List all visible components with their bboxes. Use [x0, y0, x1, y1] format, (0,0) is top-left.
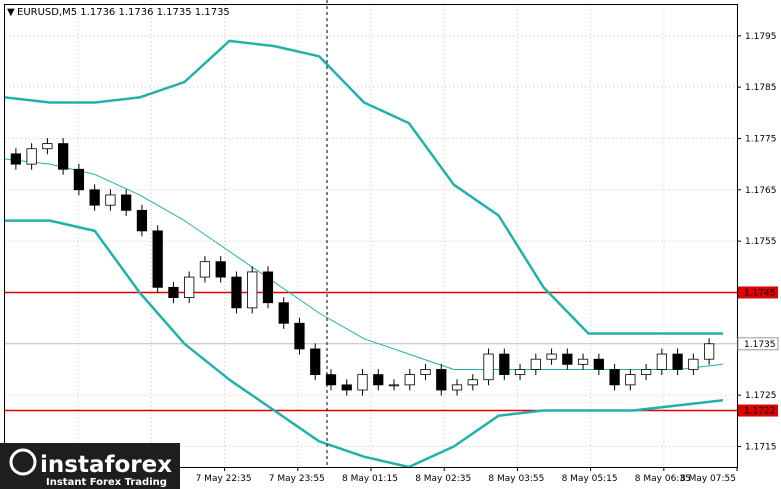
y-tick-label: 1.1765 — [745, 186, 777, 196]
candle-body — [577, 358, 589, 365]
candle-body — [672, 353, 683, 370]
candle-body — [294, 322, 305, 350]
candle-body — [436, 369, 447, 391]
candle-body — [152, 230, 163, 288]
level-price-badge — [738, 286, 778, 299]
y-tick-label: 1.1795 — [745, 32, 777, 42]
candle-body — [404, 374, 415, 386]
candle-body — [278, 302, 289, 324]
header-caret[interactable]: ▼ — [7, 7, 15, 18]
candle-body — [703, 343, 715, 360]
x-tick-label: 8 May 07:55 — [680, 474, 736, 484]
candle-body — [105, 194, 116, 206]
candle-body — [168, 286, 179, 299]
candle-body — [73, 168, 85, 191]
candle-body — [546, 353, 557, 360]
candle-body — [26, 148, 37, 165]
candle-body — [625, 374, 636, 386]
candle-body — [656, 353, 667, 370]
current-price-label: 1.1735 — [744, 340, 776, 350]
candle-body — [42, 143, 53, 150]
candle-body — [121, 194, 132, 211]
candle-body — [184, 276, 195, 299]
level-price-label: 1.1745 — [744, 288, 776, 298]
y-tick-label: 1.1785 — [745, 83, 777, 93]
symbol-header: EURUSD,M5 1.1736 1.1736 1.1735 1.1735 — [17, 7, 230, 18]
candle-body — [609, 369, 620, 386]
lower-band-line — [5, 219, 724, 469]
candles — [10, 138, 715, 396]
candle-body — [325, 374, 337, 386]
x-tick-label: 7 May 22:35 — [196, 474, 252, 484]
upper-band-line — [4, 39, 723, 335]
candle-body — [688, 358, 699, 370]
candle-body — [388, 384, 400, 387]
candle-body — [247, 271, 258, 309]
x-tick-label: 7 May 23:55 — [269, 474, 325, 484]
candle-body — [199, 261, 211, 278]
x-tick-label: 8 May 05:15 — [562, 474, 618, 484]
y-tick-label: 1.1755 — [745, 237, 777, 247]
current-price-badge — [737, 337, 779, 351]
candle-body — [451, 384, 463, 391]
price-labels: 1.1745 1.1722 1.1735 — [737, 286, 779, 417]
candle-body — [593, 358, 604, 370]
y-tick-label: 1.1715 — [745, 442, 777, 452]
candle-body — [10, 153, 22, 165]
candle-body — [310, 348, 321, 375]
candle-body — [136, 209, 148, 232]
candle-body — [499, 353, 510, 376]
x-tick-label: 8 May 06:35 — [635, 474, 691, 484]
candle-body — [562, 353, 573, 365]
candle-body — [467, 379, 478, 386]
candle-body — [58, 143, 69, 170]
candle-body — [640, 369, 652, 376]
x-tick-label: 8 May 03:55 — [488, 474, 544, 484]
logo-icon — [9, 448, 37, 476]
candle-body — [215, 261, 226, 278]
candle-body — [530, 358, 541, 370]
candle-body — [262, 271, 274, 304]
logo-brand: instaforex — [40, 452, 172, 478]
candle-body — [420, 369, 431, 376]
candle-body — [231, 276, 242, 309]
level-price-badge — [738, 404, 778, 417]
logo-tagline: Instant Forex Trading — [46, 477, 167, 488]
y-tick-label: 1.1725 — [745, 391, 777, 401]
price-axis: 1.17951.17851.17751.17651.17551.17251.17… — [737, 32, 777, 452]
candle-body — [514, 369, 526, 376]
instaforex-logo: instaforex Instant Forex Trading — [0, 443, 180, 489]
level-price-label: 1.1722 — [744, 407, 776, 417]
candle-body — [341, 384, 352, 391]
x-tick-label: 8 May 02:35 — [415, 474, 471, 484]
candle-body — [357, 374, 368, 391]
candle-body — [373, 374, 384, 386]
x-tick-label: 8 May 01:15 — [342, 474, 398, 484]
candle-body — [89, 189, 100, 206]
y-tick-label: 1.1775 — [745, 134, 777, 144]
candle-body — [483, 353, 494, 381]
